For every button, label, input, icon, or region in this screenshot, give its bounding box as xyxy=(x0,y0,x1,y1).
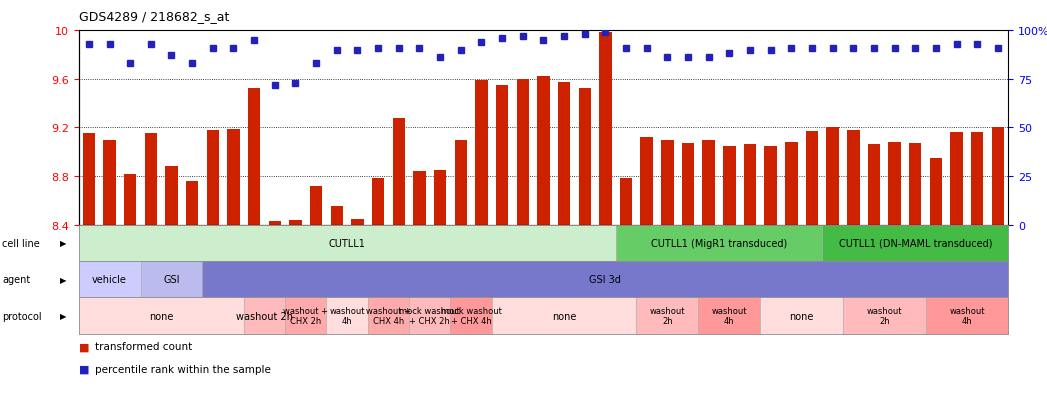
Bar xyxy=(206,131,219,225)
Text: ▶: ▶ xyxy=(60,239,66,248)
Text: cell line: cell line xyxy=(2,238,40,248)
Bar xyxy=(144,134,157,225)
Bar xyxy=(826,128,839,225)
Text: GSI: GSI xyxy=(163,275,180,285)
Bar xyxy=(433,171,446,225)
Bar xyxy=(992,128,1004,225)
Bar xyxy=(703,140,715,225)
Bar xyxy=(661,140,673,225)
Bar xyxy=(847,131,860,225)
Text: CUTLL1: CUTLL1 xyxy=(329,238,365,248)
Bar xyxy=(104,140,116,225)
Bar xyxy=(909,144,921,225)
Text: GDS4289 / 218682_s_at: GDS4289 / 218682_s_at xyxy=(79,10,229,23)
Text: CUTLL1 (MigR1 transduced): CUTLL1 (MigR1 transduced) xyxy=(651,238,787,248)
Bar xyxy=(682,144,694,225)
Bar xyxy=(414,172,426,225)
Text: CUTLL1 (DN-MAML transduced): CUTLL1 (DN-MAML transduced) xyxy=(839,238,993,248)
Bar xyxy=(579,89,591,225)
Text: ■: ■ xyxy=(79,364,89,374)
Text: washout
4h: washout 4h xyxy=(330,306,364,325)
Bar xyxy=(951,133,963,225)
Bar xyxy=(372,179,384,225)
Bar xyxy=(620,179,632,225)
Bar xyxy=(454,140,467,225)
Text: agent: agent xyxy=(2,275,30,285)
Bar xyxy=(641,138,653,225)
Bar xyxy=(785,142,798,225)
Bar xyxy=(351,219,363,225)
Bar xyxy=(310,186,322,225)
Text: none: none xyxy=(552,311,576,321)
Bar xyxy=(599,33,611,225)
Text: transformed count: transformed count xyxy=(95,342,193,351)
Bar xyxy=(165,167,178,225)
Bar xyxy=(743,145,756,225)
Bar xyxy=(558,83,571,225)
Bar xyxy=(930,158,942,225)
Text: protocol: protocol xyxy=(2,311,42,321)
Text: ▶: ▶ xyxy=(60,275,66,284)
Bar xyxy=(723,146,736,225)
Text: vehicle: vehicle xyxy=(92,275,127,285)
Text: percentile rank within the sample: percentile rank within the sample xyxy=(95,364,271,374)
Text: mock washout
+ CHX 4h: mock washout + CHX 4h xyxy=(441,306,502,325)
Bar xyxy=(248,89,261,225)
Bar xyxy=(186,181,198,225)
Bar xyxy=(868,145,881,225)
Text: ▶: ▶ xyxy=(60,311,66,320)
Bar xyxy=(83,134,95,225)
Bar xyxy=(496,85,508,225)
Bar xyxy=(289,220,302,225)
Text: washout
2h: washout 2h xyxy=(649,306,685,325)
Text: none: none xyxy=(149,311,174,321)
Bar xyxy=(537,77,550,225)
Bar xyxy=(516,79,529,225)
Text: washout
4h: washout 4h xyxy=(712,306,748,325)
Text: washout +
CHX 2h: washout + CHX 2h xyxy=(284,306,329,325)
Text: ■: ■ xyxy=(79,342,89,351)
Text: washout
2h: washout 2h xyxy=(867,306,903,325)
Text: washout
4h: washout 4h xyxy=(950,306,984,325)
Bar xyxy=(227,129,240,225)
Text: mock washout
+ CHX 2h: mock washout + CHX 2h xyxy=(399,306,461,325)
Bar xyxy=(971,133,983,225)
Bar xyxy=(331,207,343,225)
Bar xyxy=(806,132,818,225)
Text: washout 2h: washout 2h xyxy=(236,311,293,321)
Text: GSI 3d: GSI 3d xyxy=(589,275,621,285)
Bar xyxy=(269,221,281,225)
Bar xyxy=(475,81,488,225)
Bar xyxy=(889,142,900,225)
Text: washout +
CHX 4h: washout + CHX 4h xyxy=(366,306,410,325)
Bar xyxy=(393,118,405,225)
Bar xyxy=(124,174,136,225)
Text: none: none xyxy=(789,311,814,321)
Bar xyxy=(764,146,777,225)
